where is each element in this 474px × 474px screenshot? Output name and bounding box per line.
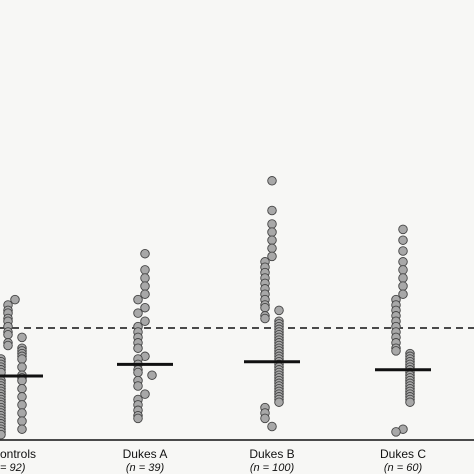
data-point [140, 289, 150, 299]
data-point [140, 316, 150, 326]
category-label: Dukes A [123, 447, 168, 461]
data-point [17, 392, 27, 402]
data-point [398, 235, 408, 245]
data-point [391, 346, 401, 356]
data-point [267, 176, 277, 186]
data-point [140, 265, 150, 275]
data-point [398, 224, 408, 235]
n-label: (n = 60) [384, 462, 423, 474]
data-point [17, 424, 27, 434]
category-label: Dukes C [380, 447, 426, 461]
data-point [133, 294, 143, 305]
data-point [133, 381, 143, 391]
data-point [133, 308, 143, 318]
data-point [17, 362, 27, 372]
data-point [133, 343, 143, 353]
data-point [147, 370, 157, 380]
category-label: Dukes B [249, 447, 294, 461]
data-point [260, 302, 270, 313]
category-label: ontrols [0, 447, 36, 461]
data-point [267, 243, 277, 254]
data-point [391, 427, 401, 437]
data-point [140, 248, 150, 259]
data-point [398, 246, 408, 256]
data-point [17, 383, 27, 394]
data-point [140, 389, 150, 399]
data-point [140, 281, 150, 291]
data-point [398, 289, 408, 299]
data-point [260, 413, 270, 424]
n-label: = 92) [0, 462, 26, 474]
data-point [0, 429, 6, 440]
data-point [140, 273, 150, 283]
data-point [260, 313, 270, 324]
data-point [267, 205, 277, 216]
data-point [405, 397, 415, 407]
data-point [267, 227, 277, 237]
data-point [140, 302, 150, 313]
data-point [398, 281, 408, 291]
data-point [133, 413, 143, 424]
data-point [398, 257, 408, 267]
data-point [17, 408, 27, 418]
data-point [10, 294, 20, 305]
data-point [17, 400, 27, 410]
data-point [267, 219, 277, 229]
data-point [17, 354, 27, 364]
data-point [17, 416, 27, 426]
n-label: (n = 100) [250, 462, 295, 474]
data-point [274, 305, 284, 316]
data-point [398, 273, 408, 283]
n-label: (n = 39) [126, 462, 165, 474]
data-point [3, 329, 13, 340]
data-point [267, 251, 277, 262]
data-point [274, 397, 284, 407]
data-point [267, 235, 277, 245]
data-point [133, 367, 143, 378]
data-point [17, 332, 27, 343]
data-point [17, 375, 27, 386]
data-point [267, 421, 277, 432]
data-point [398, 265, 408, 275]
data-point [3, 340, 13, 351]
